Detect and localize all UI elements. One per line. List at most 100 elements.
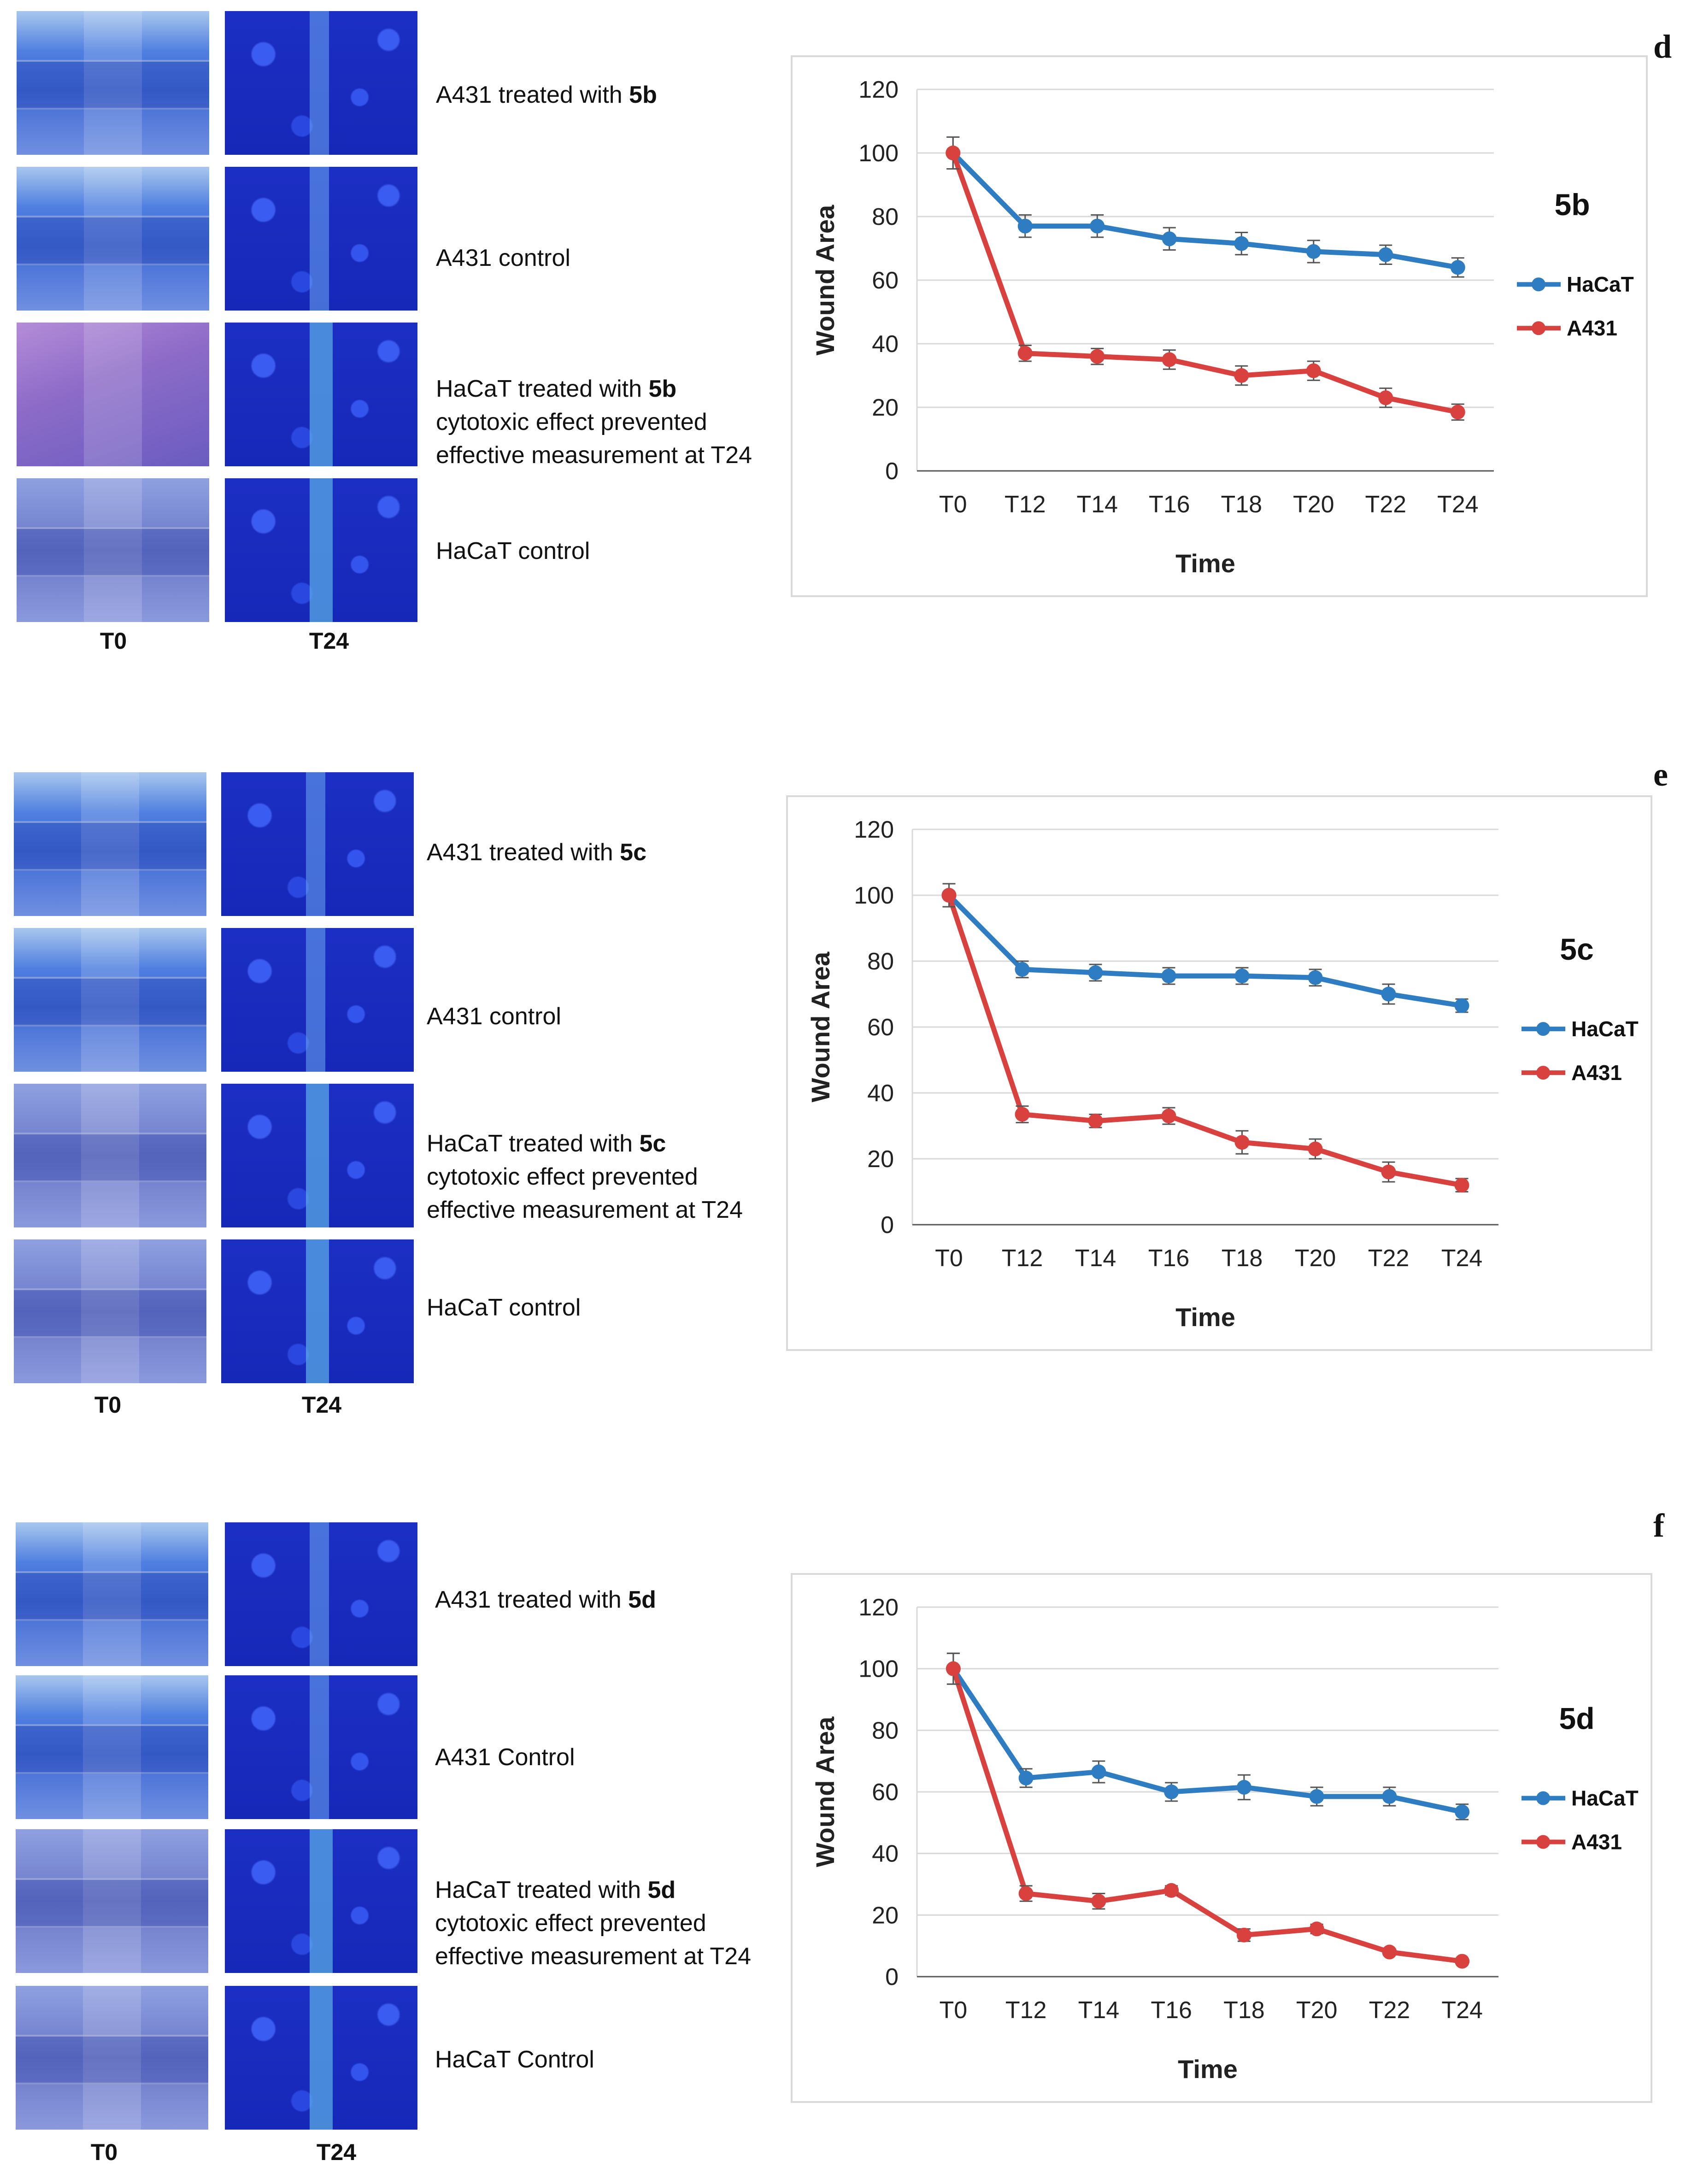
photo-a431-control-t0 xyxy=(16,1675,208,1819)
photo-a431-control-t0 xyxy=(14,928,206,1072)
data-point-a431 xyxy=(1018,1886,1034,1901)
photo-a431-control-t0 xyxy=(17,167,209,311)
photo-hacat-control-t24 xyxy=(221,1239,414,1383)
row-label-a431-treated: A431 treated with 5d xyxy=(435,1586,656,1613)
data-point-hacat xyxy=(1308,970,1323,985)
x-tick-label: T20 xyxy=(1295,1245,1336,1272)
photo-hacat-treated-t24 xyxy=(221,1084,414,1227)
data-point-hacat xyxy=(1162,231,1177,247)
data-point-a431 xyxy=(1450,405,1465,420)
data-point-a431 xyxy=(1382,1944,1397,1960)
y-tick-label: 100 xyxy=(858,140,899,167)
legend-label-hacat: HaCaT xyxy=(1571,1017,1639,1041)
x-tick-label: T20 xyxy=(1293,491,1334,518)
chart-frame-e: 0 20 40 60 80 100 120 T0 T12 T14 T16 T18 T20 T22 T24 Ti… xyxy=(786,795,1652,1351)
col-label-t24: T24 xyxy=(309,628,349,654)
photo-hacat-control-t0 xyxy=(14,1239,206,1383)
photo-hacat-control-t24 xyxy=(225,1986,417,2130)
data-point-hacat xyxy=(1161,969,1176,984)
data-point-a431 xyxy=(1164,1883,1179,1898)
series-line-hacat xyxy=(951,1667,1463,1814)
photo-a431-treated-t0 xyxy=(16,1522,208,1666)
y-axis-title: Wound Area xyxy=(811,1716,840,1867)
chart-frame-d: 0 20 40 60 80 100 120 T0 T12 T14 T16 T18 T20 T22 T24 Ti… xyxy=(791,55,1648,597)
photo-hacat-treated-t0 xyxy=(17,323,209,466)
x-tick-label: T24 xyxy=(1437,491,1479,518)
photo-hacat-control-t24 xyxy=(225,478,417,622)
legend-marker-a431 xyxy=(1536,1835,1550,1849)
panel-d: A431 treated with 5b A431 control HaCaT … xyxy=(0,0,1692,700)
data-point-hacat xyxy=(1090,218,1105,234)
panel-letter-d: d xyxy=(1653,28,1672,65)
data-point-a431 xyxy=(1234,1135,1250,1150)
data-point-hacat xyxy=(1234,236,1249,251)
data-point-a431 xyxy=(1162,352,1177,367)
photo-a431-control-t24 xyxy=(225,1675,417,1819)
panel-letter-f: f xyxy=(1653,1507,1664,1544)
data-point-hacat xyxy=(1381,986,1396,1002)
y-tick-label: 40 xyxy=(867,1080,894,1107)
y-tick-label: 20 xyxy=(867,1146,894,1173)
col-label-t0: T0 xyxy=(94,1392,122,1418)
series-line-a431 xyxy=(946,894,1463,1188)
data-point-hacat xyxy=(1450,260,1465,275)
legend-marker-hacat xyxy=(1532,277,1545,292)
x-tick-label: T14 xyxy=(1075,1245,1116,1272)
x-tick-label: T18 xyxy=(1221,491,1262,518)
y-tick-label: 60 xyxy=(872,1779,899,1806)
photo-a431-treated-t24 xyxy=(221,772,414,916)
col-label-t0: T0 xyxy=(100,628,127,654)
photo-hacat-control-t0 xyxy=(17,478,209,622)
data-point-hacat xyxy=(1236,1779,1251,1795)
y-tick-label: 120 xyxy=(858,1594,899,1621)
x-axis-title: Time xyxy=(1175,1303,1235,1332)
data-point-a431 xyxy=(1091,1894,1106,1909)
legend-marker-hacat xyxy=(1536,1791,1550,1805)
x-tick-label: T18 xyxy=(1223,1997,1265,2024)
y-axis-title: Wound Area xyxy=(806,951,835,1103)
data-point-hacat xyxy=(1306,244,1321,259)
photo-hacat-treated-t24 xyxy=(225,1829,417,1973)
photo-a431-control-t24 xyxy=(225,167,417,311)
data-point-hacat xyxy=(1164,1785,1179,1799)
y-tick-label: 120 xyxy=(858,76,899,103)
legend-marker-a431 xyxy=(1536,1066,1550,1080)
legend-marker-a431 xyxy=(1532,321,1545,335)
photo-a431-control-t24 xyxy=(221,928,414,1072)
x-tick-label: T16 xyxy=(1148,1245,1190,1272)
photo-hacat-treated-t24 xyxy=(225,323,417,466)
photo-a431-treated-t0 xyxy=(14,772,206,916)
data-point-hacat xyxy=(1091,1764,1106,1779)
chart-5d: 0 20 40 60 80 100 120 T0 T12 T14 T16 T18 T20 T22 T24 Ti… xyxy=(811,1594,1639,2084)
col-label-t0: T0 xyxy=(90,2139,118,2165)
y-tick-label: 60 xyxy=(872,267,899,294)
data-point-hacat xyxy=(1088,965,1103,980)
chart-frame-f: 0 20 40 60 80 100 120 T0 T12 T14 T16 T18 T20 T22 T24 Ti… xyxy=(791,1573,1652,2103)
y-tick-label: 20 xyxy=(872,1902,899,1929)
col-label-t24: T24 xyxy=(316,2139,357,2165)
y-tick-label: 120 xyxy=(854,816,894,843)
x-tick-label: T22 xyxy=(1365,491,1406,518)
data-point-a431 xyxy=(1017,346,1033,361)
row-label-a431-control: A431 control xyxy=(427,1003,561,1030)
data-point-a431 xyxy=(1454,1178,1469,1193)
data-point-a431 xyxy=(1015,1107,1030,1122)
panel-f: A431 treated with 5d A431 Control HaCaT … xyxy=(0,1507,1692,2184)
data-point-hacat xyxy=(1382,1789,1397,1804)
legend-label-a431: A431 xyxy=(1571,1830,1622,1854)
x-tick-label: T12 xyxy=(1002,1245,1043,1272)
row-label-hacat-control: HaCaT Control xyxy=(435,2046,594,2073)
x-tick-label: T14 xyxy=(1076,491,1118,518)
data-point-a431 xyxy=(1234,368,1249,383)
x-axis-title: Time xyxy=(1178,2055,1238,2084)
data-point-a431 xyxy=(1161,1109,1176,1124)
row-label-hacat-treated: HaCaT treated with 5b cytotoxic effect pr… xyxy=(436,376,752,469)
data-point-hacat xyxy=(1018,1770,1034,1785)
chart-title: 5b xyxy=(1554,188,1590,222)
data-point-a431 xyxy=(946,1661,961,1676)
legend-label-hacat: HaCaT xyxy=(1571,1786,1639,1810)
data-point-hacat xyxy=(1234,969,1250,984)
x-tick-label: T16 xyxy=(1149,491,1190,518)
data-point-a431 xyxy=(1236,1927,1251,1943)
data-point-a431 xyxy=(1088,1113,1103,1128)
